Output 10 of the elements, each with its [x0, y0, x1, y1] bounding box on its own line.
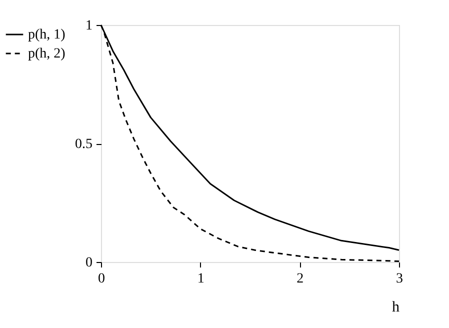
y-tick-label: 0 [86, 256, 92, 270]
x-tick-label: 2 [296, 272, 304, 286]
legend-label: p(h, 2) [28, 46, 66, 62]
x-tick-label: 0 [98, 272, 105, 286]
x-tick-label: 3 [396, 272, 403, 286]
y-tick-label: 0.5 [75, 137, 92, 152]
x-axis-title: h [392, 300, 400, 316]
y-tick-label: 1 [86, 18, 92, 34]
x-tick-label: 1 [197, 272, 204, 286]
legend-label: p(h, 1) [28, 28, 66, 42]
